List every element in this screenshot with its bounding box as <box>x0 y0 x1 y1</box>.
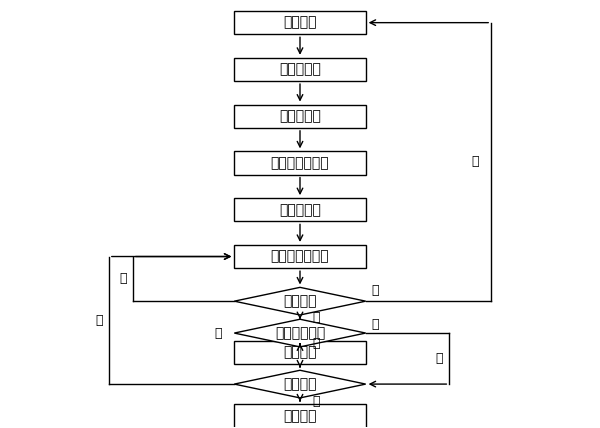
Text: 爆前准备、起爆: 爆前准备、起爆 <box>271 156 329 170</box>
Text: 是否到位: 是否到位 <box>283 294 317 308</box>
Text: 否: 否 <box>119 272 127 285</box>
Polygon shape <box>235 287 365 315</box>
Text: 是否需要支护: 是否需要支护 <box>275 326 325 340</box>
Text: 衬砌施工: 衬砌施工 <box>283 409 317 423</box>
Text: 是否贯通: 是否贯通 <box>283 377 317 391</box>
FancyBboxPatch shape <box>235 341 365 364</box>
Text: 作业准备: 作业准备 <box>283 16 317 30</box>
Text: 排烟、除险: 排烟、除险 <box>279 203 321 217</box>
FancyBboxPatch shape <box>235 245 365 268</box>
Text: 钻孔、清孔: 钻孔、清孔 <box>279 62 321 77</box>
FancyBboxPatch shape <box>235 151 365 175</box>
Text: 是: 是 <box>371 284 379 297</box>
FancyBboxPatch shape <box>235 58 365 81</box>
Polygon shape <box>235 319 365 347</box>
FancyBboxPatch shape <box>235 11 365 34</box>
Text: 是: 是 <box>312 337 319 350</box>
Text: 是: 是 <box>312 395 319 407</box>
FancyBboxPatch shape <box>235 104 365 128</box>
Text: 否: 否 <box>436 352 443 365</box>
Text: 否: 否 <box>472 155 479 168</box>
Text: 装药、连线: 装药、连线 <box>279 109 321 123</box>
Text: 是: 是 <box>215 327 223 339</box>
FancyBboxPatch shape <box>235 404 365 428</box>
Polygon shape <box>235 370 365 398</box>
Text: 是: 是 <box>312 311 319 324</box>
Text: 支护施工: 支护施工 <box>283 345 317 359</box>
Text: 否: 否 <box>371 318 379 331</box>
Text: 出渣、欠挖处理: 出渣、欠挖处理 <box>271 250 329 264</box>
FancyBboxPatch shape <box>235 198 365 221</box>
Text: 否: 否 <box>95 314 103 327</box>
